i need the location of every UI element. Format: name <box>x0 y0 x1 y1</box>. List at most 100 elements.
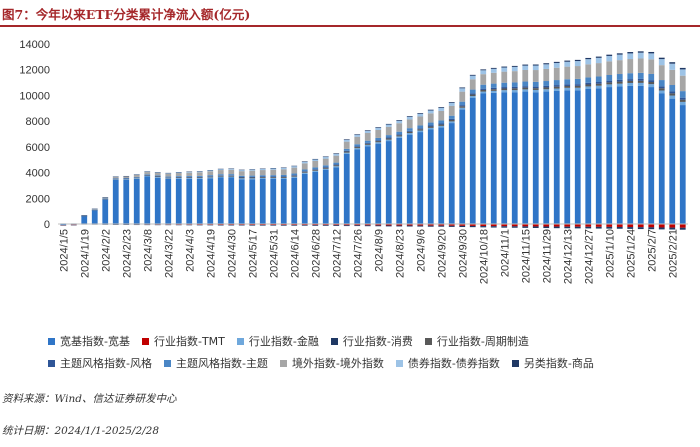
bar-segment <box>417 113 424 114</box>
x-tick-label: 2024/9/20 <box>436 229 448 278</box>
x-tick-label: 2024/1/19 <box>79 229 91 278</box>
bar-segment <box>375 225 382 227</box>
bar-segment <box>207 175 214 177</box>
bar-segment <box>175 173 182 177</box>
legend-item: 宽基指数-宽基 <box>48 333 130 349</box>
bar-segment <box>333 153 340 156</box>
bar-segment <box>165 173 172 177</box>
bar-segment <box>532 92 539 225</box>
bar-segment <box>333 225 340 226</box>
bar-segment <box>616 83 623 87</box>
bar-segment <box>385 135 392 138</box>
bar-segment <box>196 172 203 176</box>
bar-segment <box>144 176 151 224</box>
bar-segment <box>270 224 277 226</box>
bar-segment <box>112 179 119 224</box>
bar-segment <box>406 119 413 129</box>
bar-segment <box>438 124 445 126</box>
y-tick-label: 12000 <box>19 65 50 77</box>
bar-segment <box>396 123 403 132</box>
y-tick-label: 2000 <box>26 193 50 205</box>
x-tick-label: 2024/3/8 <box>142 229 154 272</box>
bar-segment <box>480 69 487 71</box>
bar-segment <box>396 131 403 135</box>
bar-segment <box>658 93 665 224</box>
bar-segment <box>249 179 256 224</box>
bar-segment <box>522 69 529 82</box>
bar-segment <box>427 109 434 111</box>
x-tick-label: 2025/1/10 <box>604 229 616 278</box>
bar-segment <box>595 56 602 58</box>
bar-segment <box>280 225 287 226</box>
bar-segment <box>406 116 413 120</box>
bar-segment <box>543 68 550 82</box>
bar-segment <box>606 82 613 85</box>
bar-segment <box>301 171 308 173</box>
bar-segment <box>364 225 371 227</box>
bar-segment <box>217 175 224 176</box>
bar-segment <box>312 167 319 170</box>
bar-segment <box>511 66 518 72</box>
bar-segment <box>679 224 686 228</box>
bar-segment <box>595 83 602 86</box>
bar-segment <box>301 161 308 164</box>
x-tick-label: 2025/2/21 <box>667 229 679 278</box>
y-tick-label: 6000 <box>26 142 50 154</box>
bar-segment <box>448 225 455 227</box>
bar-segment <box>448 102 455 106</box>
bar-segment <box>532 226 539 228</box>
bar-segment <box>658 224 665 228</box>
bar-segment <box>154 177 161 224</box>
x-tick-label: 2024/11/1 <box>499 229 511 277</box>
figure-title: 图7：今年以来ETF分类累计净流入额(亿元) <box>2 7 251 22</box>
bar-segment <box>144 172 151 175</box>
bar-segment <box>175 177 182 179</box>
bar-segment <box>385 139 392 142</box>
legend-label: 行业指数-金融 <box>248 335 319 348</box>
y-tick-label: 0 <box>44 219 50 231</box>
x-tick-label: 2024/5/17 <box>247 229 259 278</box>
bar-segment <box>564 60 571 62</box>
bar-segment <box>669 85 676 92</box>
bar-segment <box>637 72 644 79</box>
bar-segment <box>595 226 602 229</box>
bar-segment <box>406 133 413 135</box>
bar-segment <box>532 81 539 87</box>
bar-segment <box>679 97 686 100</box>
x-tick-label: 2024/8/23 <box>394 229 406 278</box>
bar-segment <box>322 158 329 166</box>
bar-segment <box>574 85 581 88</box>
bar-segment <box>490 72 497 84</box>
bar-segment <box>333 164 340 166</box>
bar-segment <box>207 170 214 172</box>
bar-segment <box>637 82 644 86</box>
bar-segment <box>154 172 161 176</box>
bar-segment <box>616 81 623 84</box>
bar-segment <box>343 139 350 140</box>
bar-segment <box>553 224 560 227</box>
bar-segment <box>553 67 560 81</box>
bar-segment <box>543 91 550 224</box>
x-tick-label: 2024/9/30 <box>457 229 469 278</box>
bar-segment <box>553 62 560 68</box>
bar-segment <box>123 176 130 179</box>
bar-segment <box>616 86 623 225</box>
bar-segment <box>448 224 455 226</box>
bar-segment <box>333 155 340 163</box>
legend-swatch <box>330 337 338 345</box>
bar-segment <box>501 66 508 68</box>
bar-segment <box>480 93 487 224</box>
legend-swatch <box>163 359 171 367</box>
bar-segment <box>259 176 266 178</box>
bar-segment <box>301 169 308 172</box>
bar-segment <box>469 224 476 226</box>
bar-segment <box>679 91 686 98</box>
bar-segment <box>228 177 235 224</box>
bar-segment <box>301 163 308 170</box>
bar-segment <box>585 86 592 89</box>
bar-segment <box>658 65 665 81</box>
bar-segment <box>501 82 508 88</box>
bar-segment <box>658 80 665 87</box>
bar-segment <box>553 85 560 87</box>
bar-segment <box>606 80 613 83</box>
